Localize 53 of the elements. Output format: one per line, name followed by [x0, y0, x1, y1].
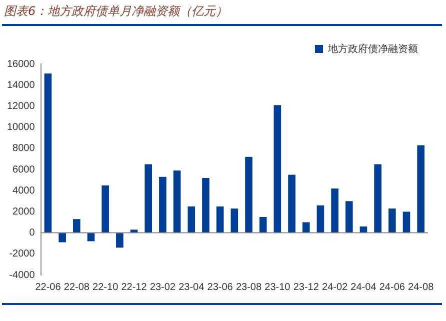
bar: [130, 230, 138, 233]
bar: [216, 206, 224, 233]
y-tick-label: -4000: [9, 270, 36, 281]
x-tick-label: 23-06: [207, 282, 234, 293]
chart-title: 图表6：地方政府债单月净融资额（亿元）: [4, 3, 228, 20]
bar: [288, 174, 296, 233]
bar: [230, 208, 238, 233]
x-tick-label: 24-06: [379, 282, 406, 293]
bar: [116, 232, 124, 248]
y-tick-label: 6000: [12, 164, 36, 176]
x-tick-label: 23-02: [150, 282, 176, 293]
bar: [202, 178, 210, 233]
bar: [388, 208, 396, 233]
x-tick-label: 22-12: [121, 282, 148, 293]
bar: [316, 205, 324, 233]
y-tick-label: 14000: [6, 80, 36, 91]
bar: [259, 216, 267, 233]
x-tick-label: 24-08: [408, 282, 434, 293]
bar: [360, 226, 368, 233]
bar: [144, 164, 152, 233]
y-tick-label: 0: [29, 228, 36, 239]
x-tick-label: 23-10: [264, 282, 291, 293]
x-tick-label: 23-08: [236, 282, 262, 293]
legend-label: 地方政府债净融资额: [327, 42, 418, 55]
x-tick-label: 22-08: [64, 282, 90, 293]
y-tick-label: 2000: [12, 206, 36, 218]
y-tick-label: 12000: [6, 100, 36, 112]
bar: [173, 170, 181, 233]
x-tick-label: 24-02: [322, 282, 348, 293]
bar: [102, 185, 109, 233]
bar: [245, 156, 252, 233]
bar: [188, 206, 196, 233]
bar: [345, 201, 353, 233]
x-tick-label: 23-04: [178, 282, 205, 293]
x-tick-label: 23-12: [293, 282, 320, 293]
y-tick-label: -2000: [9, 248, 36, 260]
bar: [274, 105, 282, 233]
bar: [302, 222, 310, 233]
bar: [44, 73, 52, 233]
x-tick-label: 22-10: [92, 282, 119, 293]
bar: [331, 188, 338, 233]
bar: [159, 176, 166, 233]
x-tick-label: 22-06: [35, 282, 62, 293]
x-tick-label: 24-04: [350, 282, 377, 293]
y-tick-label: 16000: [6, 58, 36, 70]
y-tick-label: 10000: [6, 122, 36, 134]
y-tick-label: 8000: [12, 143, 36, 154]
bar: [73, 219, 80, 233]
bar: [402, 212, 410, 233]
bar: [58, 232, 66, 242]
bar: [417, 145, 424, 233]
y-tick-label: 4000: [12, 185, 36, 196]
bar: [374, 164, 382, 233]
